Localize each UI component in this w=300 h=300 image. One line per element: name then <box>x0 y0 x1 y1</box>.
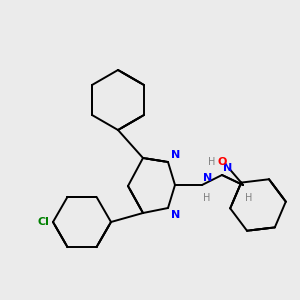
Text: O: O <box>218 157 227 166</box>
Text: N: N <box>203 173 212 183</box>
Text: H: H <box>208 157 215 166</box>
Text: N: N <box>171 210 180 220</box>
Text: Cl: Cl <box>37 217 49 227</box>
Text: H: H <box>245 193 252 203</box>
Text: N: N <box>223 163 232 173</box>
Text: N: N <box>171 150 180 160</box>
Text: H: H <box>203 193 210 203</box>
